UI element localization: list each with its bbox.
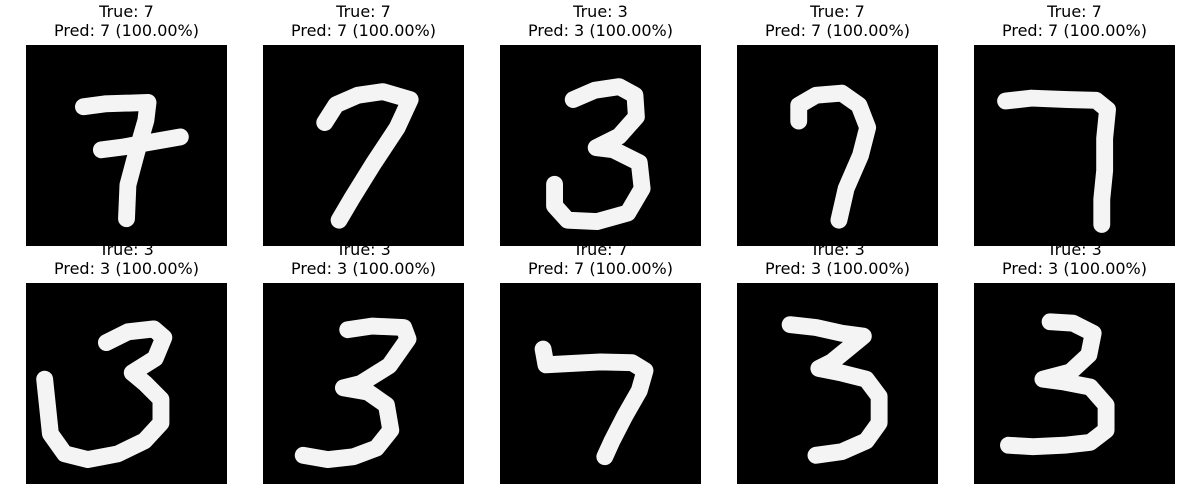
digit-image [500, 283, 701, 484]
digit-image [26, 45, 227, 246]
true-label: True: 7 [6, 3, 247, 22]
digit-stroke [543, 349, 645, 457]
panel-8: True: 7 Pred: 7 (100.00%) [500, 238, 701, 478]
pred-label: Pred: 7 (100.00%) [243, 22, 484, 41]
digit-image [974, 283, 1175, 484]
panel-title: True: 7 Pred: 7 (100.00%) [243, 3, 484, 40]
panel-10: True: 3 Pred: 3 (100.00%) [974, 238, 1175, 478]
digit-stroke [1006, 98, 1108, 224]
digit-image [737, 45, 938, 246]
panel-3: True: 3 Pred: 3 (100.00%) [500, 0, 701, 240]
panel-title: True: 3 Pred: 3 (100.00%) [6, 241, 247, 278]
panel-4: True: 7 Pred: 7 (100.00%) [737, 0, 938, 240]
digit-stroke [83, 102, 148, 218]
true-label: True: 3 [6, 241, 247, 260]
panel-9: True: 3 Pred: 3 (100.00%) [737, 238, 938, 478]
digit-stroke [325, 92, 410, 220]
true-label: True: 7 [717, 3, 958, 22]
true-label: True: 7 [480, 241, 721, 260]
panel-5: True: 7 Pred: 7 (100.00%) [974, 0, 1175, 240]
panel-title: True: 7 Pred: 7 (100.00%) [717, 3, 958, 40]
digit-image [500, 45, 701, 246]
pred-label: Pred: 7 (100.00%) [954, 22, 1195, 41]
panel-title: True: 3 Pred: 3 (100.00%) [717, 241, 958, 278]
pred-label: Pred: 3 (100.00%) [243, 260, 484, 279]
true-label: True: 3 [954, 241, 1195, 260]
true-label: True: 3 [243, 241, 484, 260]
digit-stroke [790, 325, 879, 456]
true-label: True: 7 [243, 3, 484, 22]
digit-image [26, 283, 227, 484]
true-label: True: 7 [954, 3, 1195, 22]
panel-6: True: 3 Pred: 3 (100.00%) [26, 238, 227, 478]
digit-stroke [303, 326, 408, 460]
digit-image [263, 45, 464, 246]
panel-title: True: 7 Pred: 7 (100.00%) [6, 3, 247, 40]
digit-stroke [1008, 322, 1106, 447]
pred-label: Pred: 3 (100.00%) [954, 260, 1195, 279]
digit-image [974, 45, 1175, 246]
pred-label: Pred: 3 (100.00%) [6, 260, 247, 279]
digit-stroke [799, 93, 868, 220]
true-label: True: 3 [717, 241, 958, 260]
panel-2: True: 7 Pred: 7 (100.00%) [263, 0, 464, 240]
true-label: True: 3 [480, 3, 721, 22]
panel-title: True: 7 Pred: 7 (100.00%) [954, 3, 1195, 40]
digit-stroke [555, 87, 643, 222]
pred-label: Pred: 3 (100.00%) [480, 22, 721, 41]
digit-image [263, 283, 464, 484]
digit-stroke [101, 137, 180, 150]
panel-title: True: 3 Pred: 3 (100.00%) [954, 241, 1195, 278]
panel-title: True: 7 Pred: 7 (100.00%) [480, 241, 721, 278]
panel-title: True: 3 Pred: 3 (100.00%) [480, 3, 721, 40]
pred-label: Pred: 7 (100.00%) [717, 22, 958, 41]
pred-label: Pred: 7 (100.00%) [480, 260, 721, 279]
panel-7: True: 3 Pred: 3 (100.00%) [263, 238, 464, 478]
pred-label: Pred: 7 (100.00%) [6, 22, 247, 41]
pred-label: Pred: 3 (100.00%) [717, 260, 958, 279]
digit-stroke [45, 329, 164, 460]
panel-1: True: 7 Pred: 7 (100.00%) [26, 0, 227, 240]
panel-title: True: 3 Pred: 3 (100.00%) [243, 241, 484, 278]
digit-image [737, 283, 938, 484]
